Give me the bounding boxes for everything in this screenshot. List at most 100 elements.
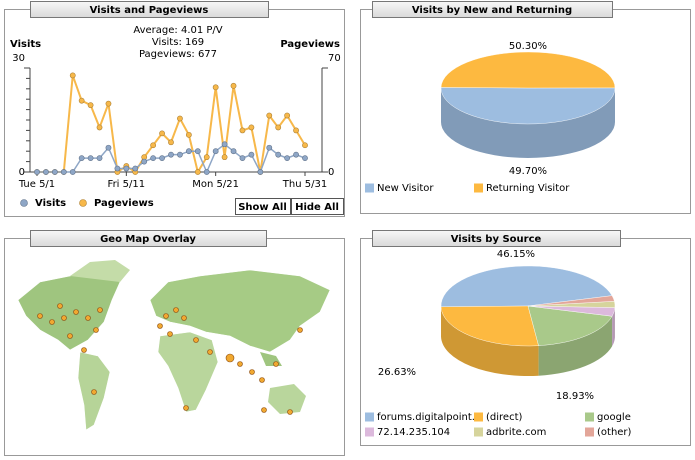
data-point [159,130,165,137]
data-point [185,148,192,155]
pie-side [441,88,615,158]
data-point [105,144,112,151]
axis-label: Visits [10,39,41,50]
data-point [266,112,273,119]
data-point [275,151,282,158]
x-tick-label: Fri 5/11 [108,179,146,190]
world-map [12,256,337,448]
data-point [194,169,201,175]
legend-marker [79,199,87,207]
data-point [51,169,58,175]
legend-label: google [597,412,631,423]
pie-slice [527,305,613,346]
x-tick-label: Thu 5/31 [282,179,327,190]
pie-slice [440,87,616,125]
data-point [105,100,112,107]
data-point [43,169,49,175]
legend-label: New Visitor [377,183,434,194]
data-point [248,151,255,158]
y2-tick-label: 70 [328,53,341,64]
pie-side [538,316,613,376]
panel-tab [30,1,269,18]
button-label[interactable]: Hide All [295,202,339,213]
summary: Pageviews: 677 [139,49,217,60]
pie-slice [440,51,616,89]
legend-swatch [474,412,483,422]
data-point [87,155,94,162]
data-label: 18.93% [556,391,594,402]
data-point [87,102,94,109]
data-point [185,131,192,138]
data-point [266,144,273,151]
axis-label: Pageviews [280,39,340,50]
data-point [132,165,139,172]
summary: Visits: 169 [152,37,204,48]
legend-label: forums.digitalpoint. [377,412,475,423]
data-label: 26.63% [378,367,416,378]
data-point [177,115,183,122]
data-point [248,124,255,131]
legend-swatch [474,183,483,193]
legend-swatch [365,183,374,193]
data-point [293,127,299,134]
x-tick-label: Mon 5/21 [192,179,239,190]
data-point [150,142,157,149]
data-point [114,165,121,172]
data-point [230,148,237,155]
data-point [34,169,40,175]
panel-tab [372,1,613,18]
data-point [194,148,201,155]
panel-title: Geo Map Overlay [100,234,196,245]
panel-title: Visits by New and Returning [412,5,572,16]
data-point [168,139,174,146]
data-point [69,169,76,175]
data-label: 50.30% [509,41,547,52]
x-tick-label: Tue 5/1 [18,179,55,190]
legend-swatch [474,427,483,437]
data-label: 46.15% [497,249,535,260]
data-point [96,155,103,162]
data-point [141,158,148,165]
y-tick-label: 30 [12,53,25,64]
data-point [159,155,165,162]
legend-label: (direct) [486,412,522,423]
button-label[interactable]: Show All [238,202,287,213]
legend-label: 72.14.235.104 [377,427,450,438]
data-point [168,151,174,158]
legend-swatch [585,412,594,422]
panel-tab [30,230,267,247]
y-tick-label: 0 [19,167,25,178]
button[interactable] [291,198,344,215]
data-point [177,151,183,158]
legend-label: Pageviews [94,198,154,209]
data-point [96,124,103,131]
legend-label: (other) [597,427,632,438]
data-point [239,155,246,162]
legend-swatch [365,412,374,422]
data-point [275,124,282,131]
data-point [78,97,85,104]
data-point [221,141,228,148]
data-point [221,154,228,161]
data-point [203,154,210,161]
data-point [284,112,291,119]
data-point [150,155,157,162]
legend-swatch [585,427,594,437]
panel-title: Visits and Pageviews [90,5,209,16]
legend-marker [20,199,28,207]
y2-tick-label: 0 [328,167,334,178]
data-point [212,84,219,91]
legend-swatch [365,427,374,437]
data-point [78,155,85,162]
pie-slice [440,265,613,307]
data-point [284,155,291,162]
summary: Average: 4.01 P/V [133,25,222,36]
data-point [203,169,210,175]
pie-slice [527,295,615,307]
pie-side [441,306,539,377]
panel-title: Visits by Source [451,234,542,245]
button[interactable] [235,198,291,215]
data-label: 49.70% [509,166,547,177]
data-point [60,169,67,175]
